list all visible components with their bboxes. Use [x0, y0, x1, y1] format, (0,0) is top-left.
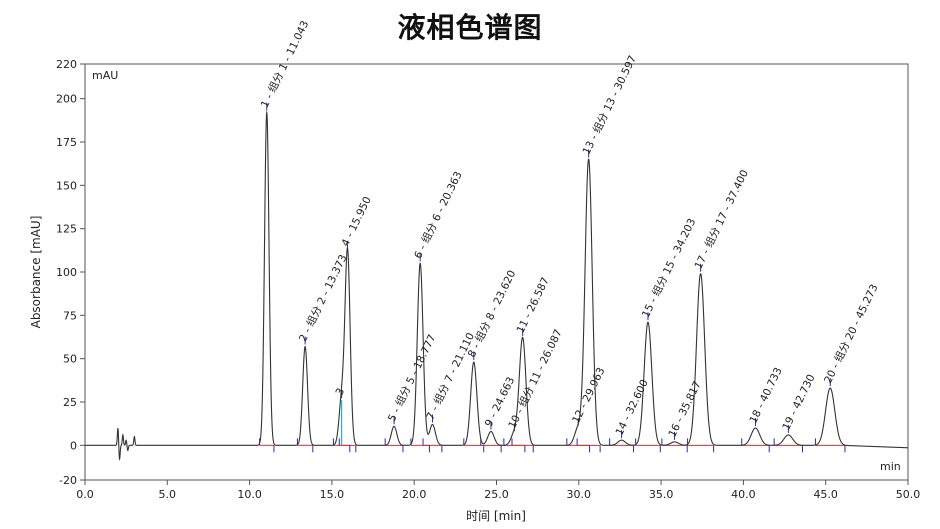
- y-tick-label: 75: [63, 309, 77, 322]
- x-tick-label: 25.0: [484, 488, 509, 501]
- y-tick-label: 0: [70, 439, 77, 452]
- y-tick-label: 25: [63, 396, 77, 409]
- x-axis-ticks: 0.0 5.0 10.0 15.0 20.0 25.0 30.0 35.0 40.0 45.0 50…: [76, 480, 920, 501]
- x-unit-label: min: [880, 460, 901, 473]
- peak-label: 3: [333, 386, 347, 397]
- y-unit-label: mAU: [92, 69, 118, 82]
- y-tick-label: 220: [56, 58, 77, 71]
- y-tick-label: 200: [56, 93, 77, 106]
- x-tick-label: 50.0: [896, 488, 921, 501]
- x-tick-label: 20.0: [402, 488, 427, 501]
- plot-area: [84, 63, 909, 481]
- x-tick-label: 45.0: [813, 488, 838, 501]
- y-tick-label: 50: [63, 353, 77, 366]
- x-axis-label: 时间 [min]: [466, 509, 526, 523]
- x-tick-label: 15.0: [320, 488, 345, 501]
- y-tick-label: 125: [56, 223, 77, 236]
- y-tick-label: 175: [56, 136, 77, 149]
- y-tick-label: 150: [56, 179, 77, 192]
- integration-markers: [259, 102, 846, 453]
- x-tick-label: 30.0: [567, 488, 592, 501]
- x-tick-label: 10.0: [237, 488, 262, 501]
- y-axis-ticks: -20 0 25 50 75 100 125 150 175 200 220: [56, 58, 85, 487]
- y-tick-label: -20: [59, 474, 77, 487]
- y-axis-label: Absorbance [mAU]: [29, 216, 43, 329]
- x-tick-label: 35.0: [649, 488, 674, 501]
- chart-title: 液相色谱图: [397, 11, 543, 44]
- chromatogram-trace: [85, 110, 909, 461]
- x-tick-label: 5.0: [159, 488, 177, 501]
- y-tick-label: 100: [56, 266, 77, 279]
- x-tick-label: 40.0: [731, 488, 756, 501]
- x-tick-label: 0.0: [76, 488, 94, 501]
